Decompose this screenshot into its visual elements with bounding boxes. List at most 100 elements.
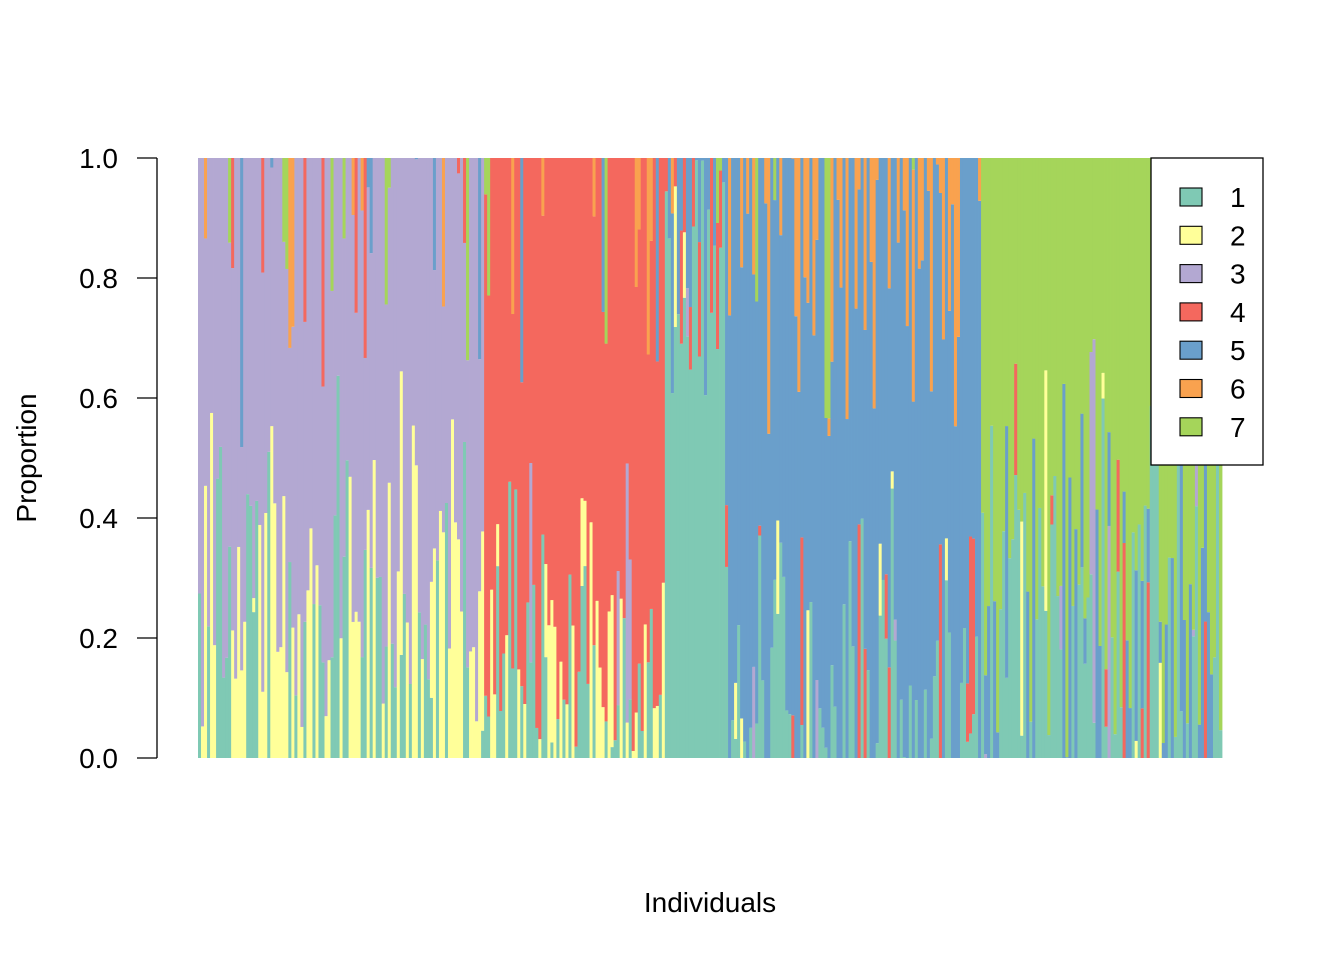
bar-segment bbox=[463, 442, 467, 758]
bar-segment bbox=[580, 585, 584, 758]
bar-segment bbox=[417, 158, 422, 613]
bar-segment bbox=[972, 538, 976, 715]
bar-segment bbox=[450, 419, 455, 758]
legend-label: 1 bbox=[1230, 182, 1246, 213]
bar-segment bbox=[725, 158, 729, 506]
bar-segment bbox=[1161, 743, 1166, 758]
bar-segment bbox=[682, 232, 687, 298]
bar-segment bbox=[556, 158, 560, 720]
bar-segment bbox=[854, 308, 858, 758]
bar-segment bbox=[577, 158, 581, 672]
bar-segment bbox=[658, 158, 663, 695]
bar-segment bbox=[887, 158, 892, 289]
bar-segment bbox=[932, 158, 937, 677]
bar-segment bbox=[920, 158, 925, 261]
bar-segment bbox=[1116, 158, 1120, 460]
bar-segment bbox=[339, 638, 343, 758]
bar-segment bbox=[1050, 524, 1054, 758]
bar-segment bbox=[414, 158, 419, 160]
bar-segment bbox=[956, 336, 961, 758]
bar-segment bbox=[845, 419, 849, 758]
bar-segment bbox=[981, 512, 985, 758]
bar-segment bbox=[481, 158, 485, 532]
bar-segment bbox=[1215, 350, 1220, 758]
bar-segment bbox=[225, 657, 229, 758]
bar-segment bbox=[824, 747, 828, 758]
bar-segment bbox=[788, 158, 792, 715]
bar-segment bbox=[201, 726, 205, 758]
bar-segment bbox=[336, 375, 340, 758]
bar-segment bbox=[538, 739, 542, 758]
bar-segment bbox=[261, 272, 265, 692]
bar-segment bbox=[393, 158, 398, 688]
bar-segment bbox=[288, 158, 292, 348]
bar-segment bbox=[321, 158, 325, 387]
bar-segment bbox=[1104, 669, 1108, 727]
bar-segment bbox=[508, 158, 512, 482]
bar-segment bbox=[1053, 475, 1057, 758]
bar-segment bbox=[800, 724, 804, 758]
bar-segment bbox=[1137, 524, 1142, 758]
bar-segment bbox=[294, 158, 298, 696]
bar-segment bbox=[1143, 158, 1148, 506]
bar-segment bbox=[1104, 158, 1108, 670]
bar-segment bbox=[243, 158, 247, 622]
bar-segment bbox=[752, 158, 756, 275]
bar-segment bbox=[327, 158, 331, 661]
bar-segment bbox=[592, 158, 596, 217]
bar-segment bbox=[342, 238, 346, 557]
bar-segment bbox=[926, 190, 931, 758]
bar-segment bbox=[499, 711, 503, 758]
y-axis: 0.0 0.2 0.4 0.6 0.8 1.0 bbox=[79, 143, 158, 774]
bar-segment bbox=[655, 705, 660, 758]
bar-segment bbox=[1170, 558, 1175, 758]
bar-segment bbox=[219, 158, 223, 447]
bar-segment bbox=[1023, 492, 1027, 758]
bar-segment bbox=[1098, 158, 1102, 646]
bar-segment bbox=[878, 543, 883, 616]
bar-segment bbox=[776, 158, 780, 521]
bar-segment bbox=[984, 158, 988, 676]
bar-segment bbox=[541, 534, 545, 758]
bar-segment bbox=[821, 727, 825, 758]
bar-segment bbox=[243, 621, 247, 758]
bar-segment bbox=[429, 158, 434, 582]
bar-segment bbox=[1080, 413, 1084, 568]
bar-segment bbox=[291, 627, 295, 758]
bar-segment bbox=[544, 564, 548, 658]
bar-segment bbox=[860, 518, 864, 758]
bar-segment bbox=[225, 158, 229, 658]
bar-segment bbox=[806, 158, 810, 303]
bar-segment bbox=[719, 170, 723, 248]
bar-segment bbox=[863, 329, 868, 649]
bar-segment bbox=[1008, 558, 1012, 758]
bar-segment bbox=[592, 645, 596, 758]
bar-segment bbox=[553, 158, 557, 627]
bar-segment bbox=[345, 460, 349, 758]
bar-segment bbox=[1005, 677, 1009, 758]
bar-segment bbox=[384, 646, 389, 758]
bar-segment bbox=[574, 746, 578, 758]
bar-segment bbox=[993, 158, 997, 602]
bar-segment bbox=[911, 158, 916, 170]
bar-segment bbox=[402, 158, 407, 594]
bar-segment bbox=[803, 277, 807, 758]
bar-segment bbox=[788, 714, 792, 758]
bar-segment bbox=[312, 158, 316, 605]
bar-segment bbox=[438, 158, 443, 511]
bar-segment bbox=[363, 549, 368, 758]
bar-segment bbox=[969, 733, 973, 758]
bar-segment bbox=[740, 158, 744, 268]
bar-segment bbox=[956, 158, 961, 337]
bar-segment bbox=[984, 754, 988, 758]
bar-segment bbox=[405, 622, 410, 758]
bar-segment bbox=[959, 158, 964, 683]
bar-segment bbox=[1131, 532, 1136, 758]
bar-segment bbox=[634, 712, 639, 758]
bar-segment bbox=[1134, 740, 1139, 758]
bar-segment bbox=[279, 158, 283, 648]
bar-segment bbox=[261, 158, 265, 273]
bar-segment bbox=[472, 158, 476, 648]
bar-segment bbox=[845, 158, 849, 420]
bar-segment bbox=[785, 710, 789, 758]
